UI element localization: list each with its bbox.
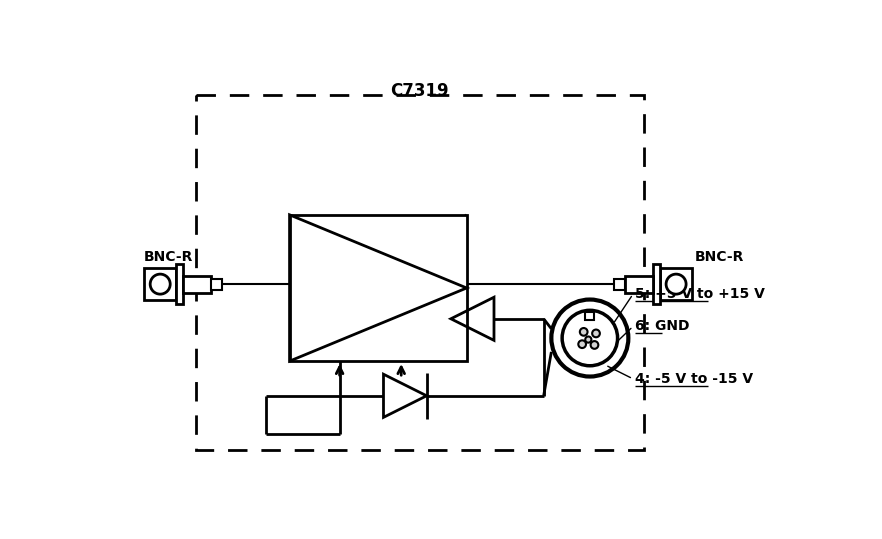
Circle shape <box>666 274 686 294</box>
Circle shape <box>150 274 170 294</box>
Circle shape <box>586 336 592 343</box>
Bar <box>196 95 644 450</box>
Circle shape <box>592 329 600 337</box>
Bar <box>615 279 625 289</box>
Circle shape <box>591 341 598 349</box>
Bar <box>211 279 221 289</box>
Circle shape <box>562 310 617 366</box>
Text: 6: GND: 6: GND <box>634 320 689 334</box>
Bar <box>144 268 176 300</box>
Circle shape <box>551 300 628 377</box>
Text: BNC-R: BNC-R <box>144 250 193 264</box>
Bar <box>660 268 692 300</box>
Bar <box>653 264 660 304</box>
Text: BNC-R: BNC-R <box>695 250 744 264</box>
Bar <box>183 275 211 293</box>
Circle shape <box>579 340 586 348</box>
Text: 5: +5 V to +15 V: 5: +5 V to +15 V <box>634 287 765 301</box>
Bar <box>289 215 467 361</box>
Bar <box>586 312 594 320</box>
Text: 4: -5 V to -15 V: 4: -5 V to -15 V <box>634 372 752 386</box>
Circle shape <box>579 328 587 336</box>
Text: C7319: C7319 <box>391 81 449 100</box>
Bar <box>625 275 653 293</box>
Bar <box>176 264 183 304</box>
